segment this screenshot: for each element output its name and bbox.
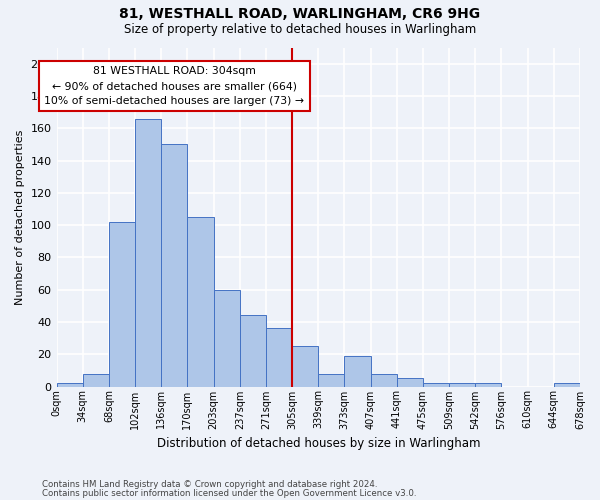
Text: Contains HM Land Registry data © Crown copyright and database right 2024.: Contains HM Land Registry data © Crown c… bbox=[42, 480, 377, 489]
Bar bbox=[318, 374, 344, 386]
Bar bbox=[187, 217, 214, 386]
Bar bbox=[371, 374, 397, 386]
Bar bbox=[292, 346, 318, 387]
Text: Size of property relative to detached houses in Warlingham: Size of property relative to detached ho… bbox=[124, 22, 476, 36]
Bar bbox=[397, 378, 423, 386]
Bar bbox=[83, 374, 109, 386]
Bar bbox=[240, 316, 266, 386]
Bar bbox=[554, 384, 580, 386]
Bar bbox=[266, 328, 292, 386]
Text: 81, WESTHALL ROAD, WARLINGHAM, CR6 9HG: 81, WESTHALL ROAD, WARLINGHAM, CR6 9HG bbox=[119, 8, 481, 22]
Bar bbox=[109, 222, 135, 386]
Y-axis label: Number of detached properties: Number of detached properties bbox=[15, 130, 25, 304]
Bar bbox=[423, 384, 449, 386]
Bar bbox=[214, 290, 240, 386]
Bar bbox=[449, 384, 475, 386]
Text: Contains public sector information licensed under the Open Government Licence v3: Contains public sector information licen… bbox=[42, 490, 416, 498]
Bar bbox=[475, 384, 502, 386]
Bar bbox=[161, 144, 187, 386]
Bar bbox=[135, 118, 161, 386]
Bar bbox=[344, 356, 371, 386]
Text: 81 WESTHALL ROAD: 304sqm
← 90% of detached houses are smaller (664)
10% of semi-: 81 WESTHALL ROAD: 304sqm ← 90% of detach… bbox=[44, 66, 304, 106]
Bar bbox=[56, 384, 83, 386]
X-axis label: Distribution of detached houses by size in Warlingham: Distribution of detached houses by size … bbox=[157, 437, 480, 450]
